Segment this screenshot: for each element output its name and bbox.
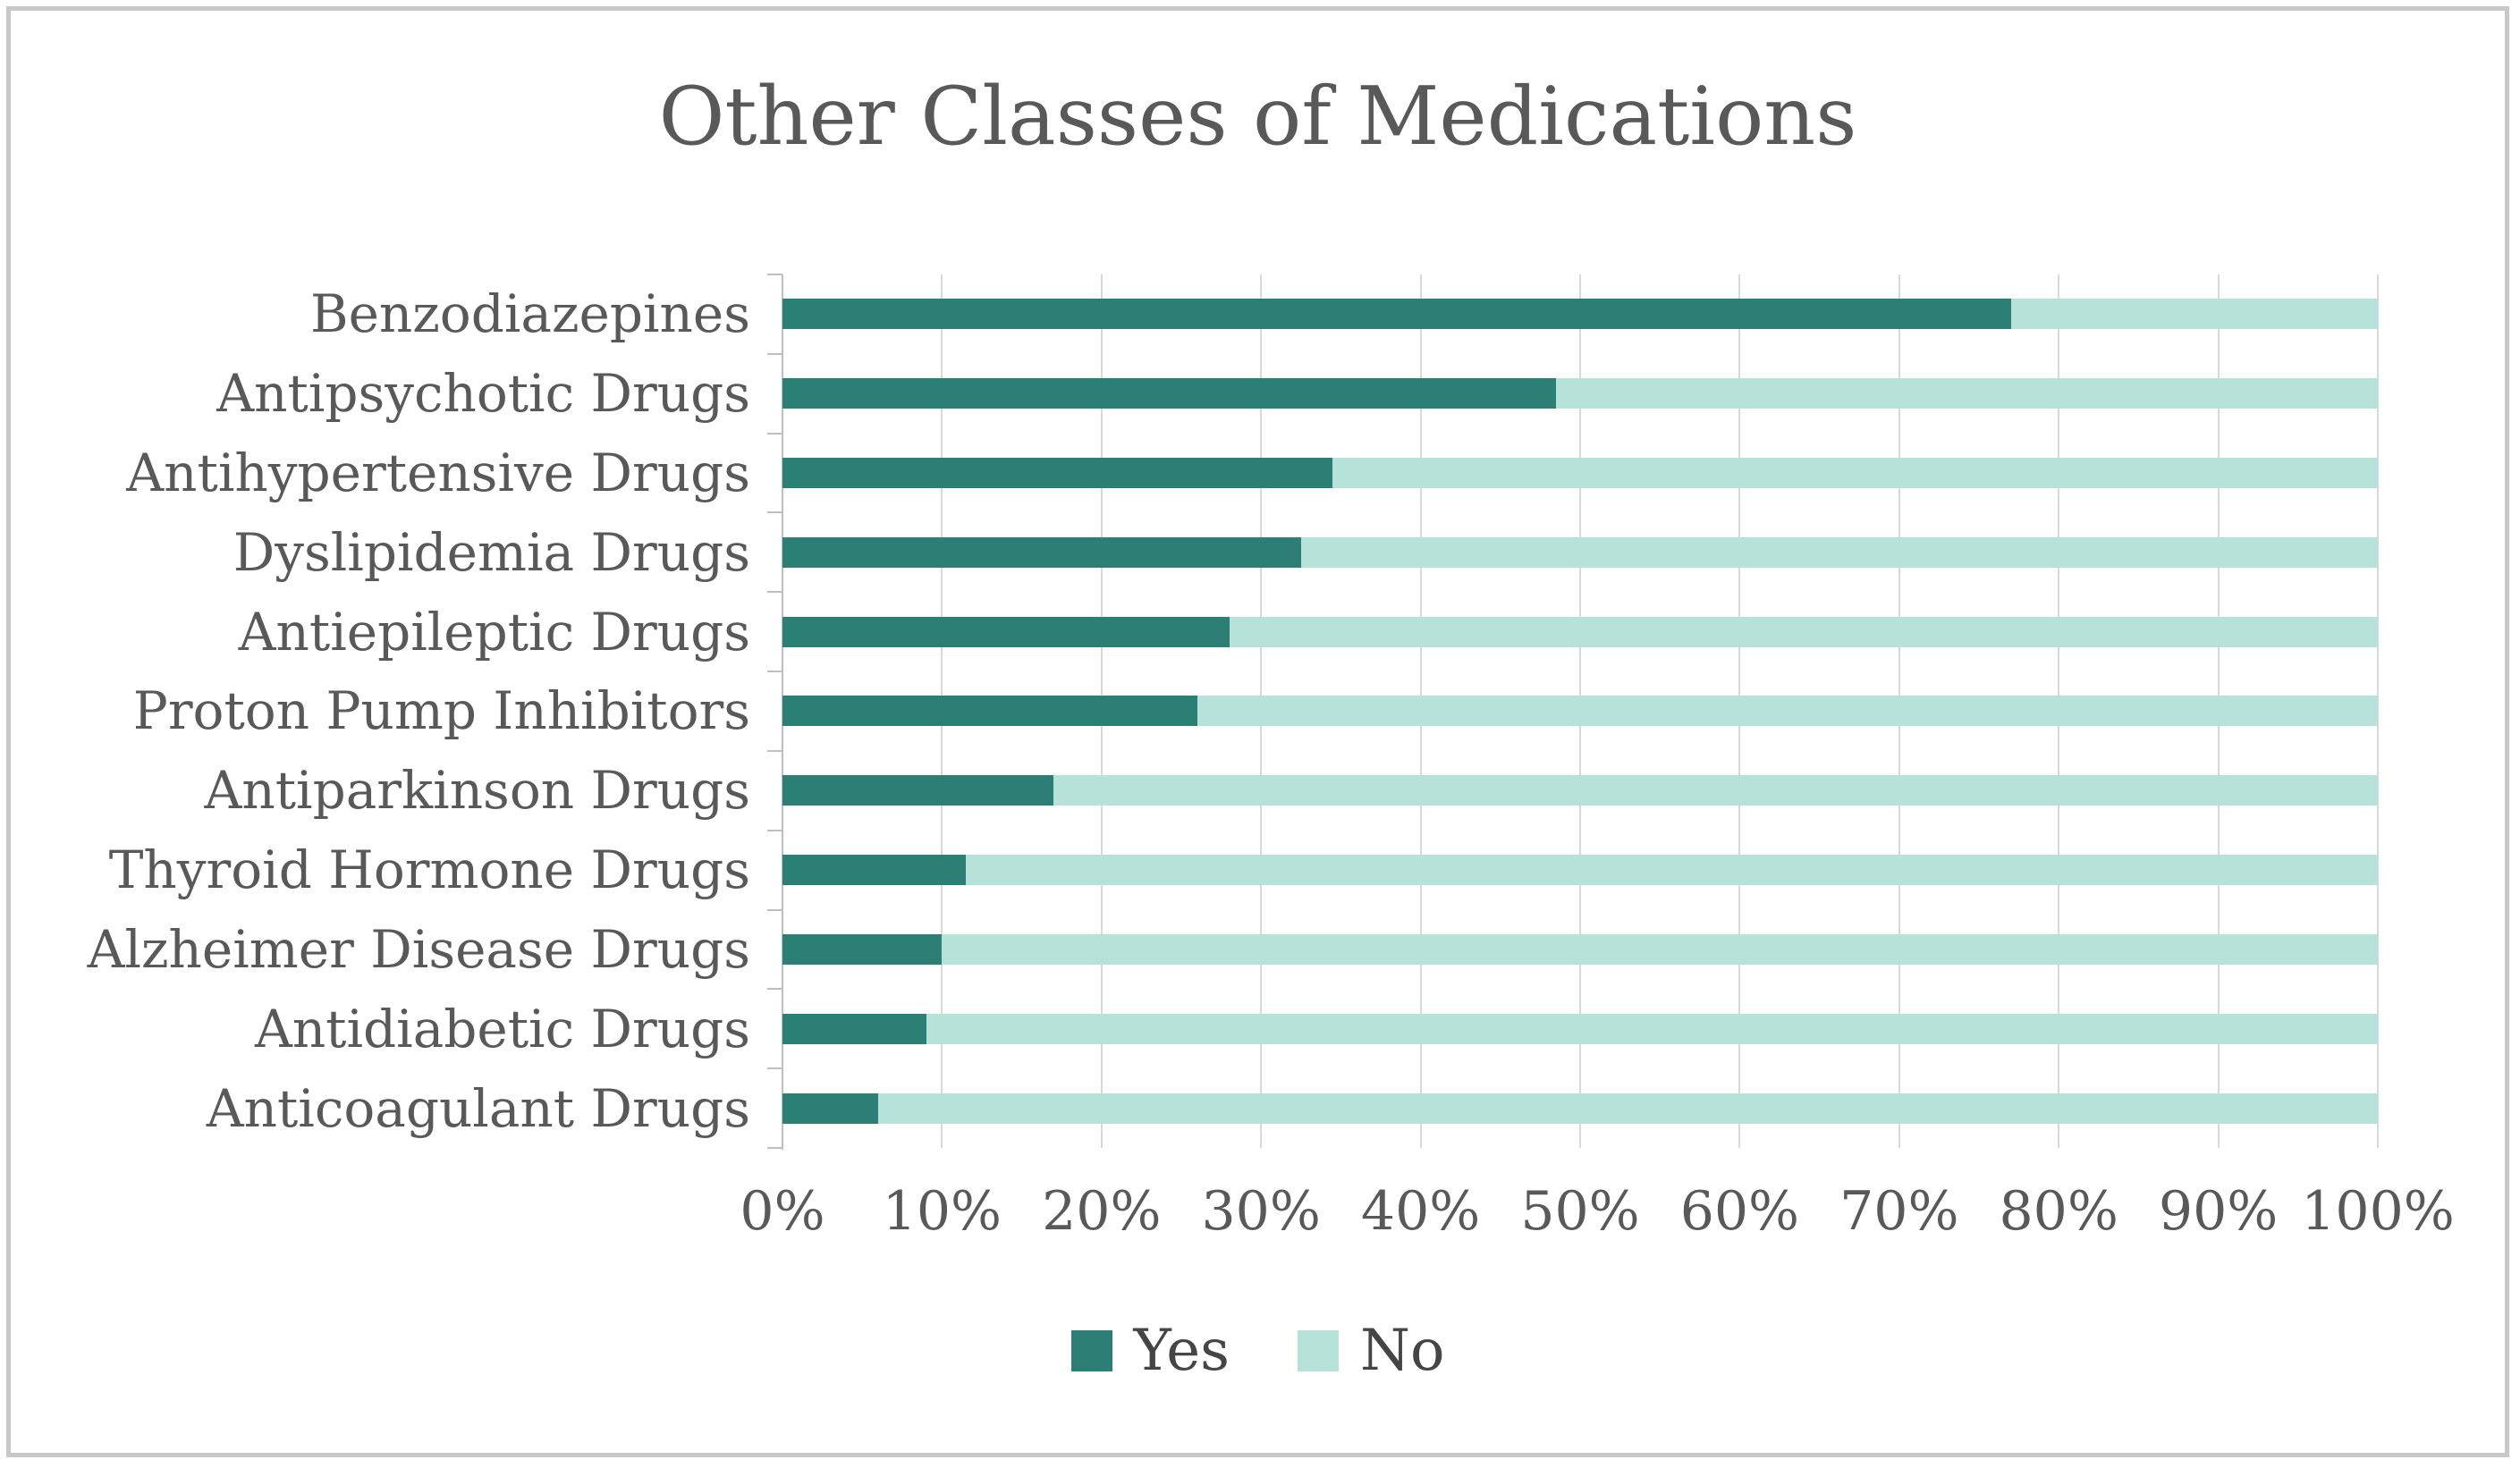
bar-row bbox=[782, 434, 2378, 513]
chart-title: Other Classes of Medications bbox=[658, 70, 1857, 164]
x-axis-tick-label: 90% bbox=[2158, 1180, 2279, 1243]
bar-segment-no bbox=[1300, 536, 2378, 568]
category-label: Antipsychotic Drugs bbox=[216, 363, 750, 425]
bar-row bbox=[782, 671, 2378, 751]
y-axis-tick bbox=[767, 432, 782, 434]
category-label: Proton Pump Inhibitors bbox=[132, 680, 750, 742]
x-axis-labels: 0% 10% 20% 30% 40% 50% 60% 70% 80% 90% 100% bbox=[740, 1180, 2454, 1261]
legend-item-no: No bbox=[1297, 1318, 1445, 1384]
x-axis-tick-label: 30% bbox=[1201, 1180, 1321, 1243]
bar-row bbox=[782, 831, 2378, 910]
legend: Yes No bbox=[11, 1318, 2505, 1384]
legend-label-no: No bbox=[1359, 1318, 1445, 1384]
bar-segment-no bbox=[1197, 696, 2378, 727]
bar-row bbox=[782, 354, 2378, 434]
bar-segment-yes bbox=[782, 855, 967, 886]
bar-track bbox=[782, 1013, 2378, 1044]
bar-track bbox=[782, 616, 2378, 647]
bar-track bbox=[782, 536, 2378, 568]
category-label: Benzodiazepines bbox=[309, 283, 750, 345]
bar-segment-yes bbox=[782, 378, 1557, 409]
bar-segment-no bbox=[942, 933, 2378, 965]
bar-track bbox=[782, 855, 2378, 886]
bar-row bbox=[782, 751, 2378, 831]
bar-segment-yes bbox=[782, 299, 2011, 330]
bar-row bbox=[782, 512, 2378, 592]
x-axis-tick-label: 60% bbox=[1679, 1180, 1800, 1243]
bar-track bbox=[782, 458, 2378, 489]
y-axis-tick bbox=[767, 511, 782, 514]
category-label: Anticoagulant Drugs bbox=[206, 1077, 750, 1139]
bar-row bbox=[782, 989, 2378, 1068]
bar-segment-no bbox=[966, 855, 2378, 886]
x-axis-tick-label: 10% bbox=[882, 1180, 1002, 1243]
x-axis-tick-label: 50% bbox=[1520, 1180, 1640, 1243]
category-labels: Benzodiazepines Antipsychotic Drugs Antihy… bbox=[21, 274, 766, 1148]
bar-segment-yes bbox=[782, 696, 1197, 727]
category-label: Dyslipidemia Drugs bbox=[233, 521, 750, 583]
bar-row bbox=[782, 1068, 2378, 1148]
bar-segment-no bbox=[926, 1013, 2378, 1044]
y-axis-tick bbox=[767, 274, 782, 275]
legend-swatch-no bbox=[1297, 1330, 1339, 1371]
bar-segment-yes bbox=[782, 458, 1333, 489]
bar-segment-no bbox=[1229, 616, 2378, 647]
category-label: Antiepileptic Drugs bbox=[238, 601, 750, 662]
bar-segment-yes bbox=[782, 933, 943, 965]
bar-segment-no bbox=[1332, 458, 2378, 489]
gridline bbox=[2377, 274, 2379, 1148]
bar-segment-yes bbox=[782, 1013, 926, 1044]
bar-segment-no bbox=[2010, 299, 2378, 330]
legend-item-yes: Yes bbox=[1070, 1318, 1230, 1384]
x-axis-tick-label: 80% bbox=[1999, 1180, 2118, 1243]
y-axis-tick bbox=[767, 908, 782, 911]
bar-segment-yes bbox=[782, 1093, 879, 1124]
legend-swatch-yes bbox=[1070, 1330, 1112, 1371]
bar-track bbox=[782, 696, 2378, 727]
bar-segment-no bbox=[878, 1093, 2378, 1124]
y-axis-tick bbox=[767, 829, 782, 831]
bar-track bbox=[782, 933, 2378, 965]
bar-row bbox=[782, 592, 2378, 671]
x-axis-tick-label: 70% bbox=[1839, 1180, 1959, 1243]
bar-segment-yes bbox=[782, 616, 1230, 647]
plot-area bbox=[767, 274, 2379, 1150]
category-label: Alzheimer Disease Drugs bbox=[87, 918, 750, 980]
category-label: Antidiabetic Drugs bbox=[254, 998, 750, 1059]
y-axis-tick bbox=[767, 1067, 782, 1070]
x-axis-tick-label: 20% bbox=[1042, 1180, 1162, 1243]
y-axis-tick bbox=[767, 988, 782, 991]
bar-segment-yes bbox=[782, 775, 1054, 806]
bar-track bbox=[782, 1093, 2378, 1124]
y-axis-tick bbox=[767, 671, 782, 673]
category-label: Antihypertensive Drugs bbox=[126, 443, 750, 504]
chart-frame: Other Classes of Medications Benzodiazep… bbox=[6, 6, 2509, 1457]
category-label: Antiparkinson Drugs bbox=[204, 760, 750, 822]
bar-segment-no bbox=[1556, 378, 2378, 409]
bar-segment-yes bbox=[782, 536, 1301, 568]
x-axis-tick-label: 0% bbox=[740, 1180, 825, 1243]
category-label: Thyroid Hormone Drugs bbox=[108, 839, 750, 901]
y-axis-tick bbox=[767, 591, 782, 594]
bar-track bbox=[782, 378, 2378, 409]
legend-label-yes: Yes bbox=[1133, 1318, 1230, 1384]
y-axis-tick bbox=[767, 749, 782, 752]
y-axis-tick bbox=[767, 352, 782, 355]
x-axis-tick-label: 40% bbox=[1360, 1180, 1481, 1243]
bar-segment-no bbox=[1053, 775, 2378, 806]
bar-track bbox=[782, 299, 2378, 330]
bar-row bbox=[782, 910, 2378, 990]
bar-row bbox=[782, 274, 2378, 354]
x-axis-tick-label: 100% bbox=[2301, 1180, 2455, 1243]
bar-track bbox=[782, 775, 2378, 806]
y-axis-tick bbox=[767, 1147, 782, 1149]
